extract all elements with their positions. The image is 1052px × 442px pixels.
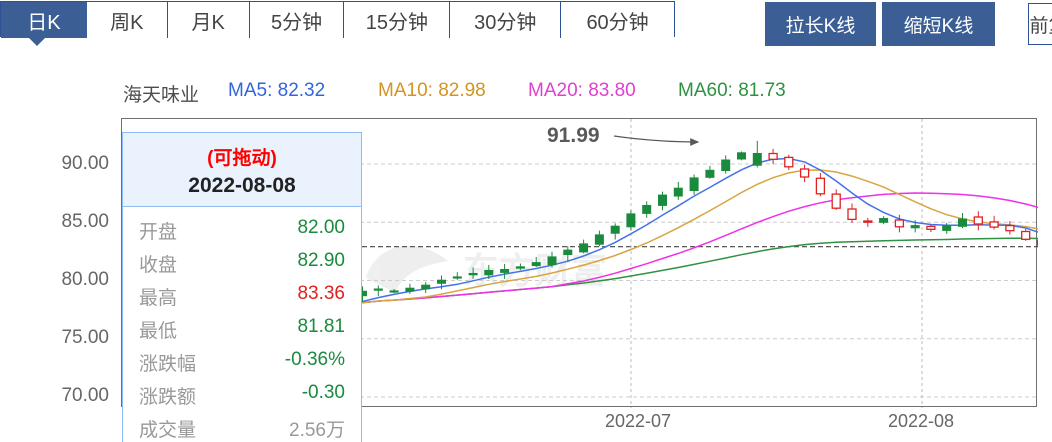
svg-text:91.99: 91.99: [547, 124, 600, 147]
